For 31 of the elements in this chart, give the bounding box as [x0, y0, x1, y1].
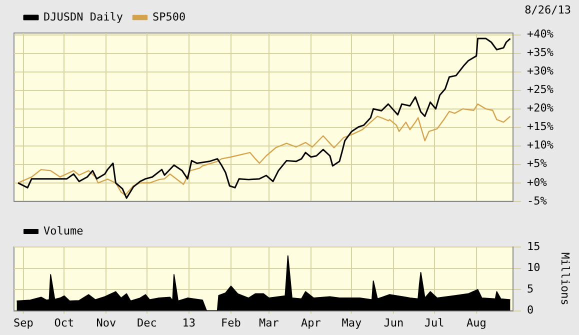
y-tick-label: +20% — [527, 102, 554, 115]
y-tick-label: 5 — [527, 282, 534, 296]
y-tick-label: +5% — [527, 157, 548, 170]
y-tick-label: +30% — [527, 64, 554, 78]
legend-label: SP500 — [152, 10, 186, 24]
x-tick-label: Mar — [258, 316, 280, 330]
y-tick-label: +10% — [527, 138, 554, 152]
x-tick-label: Jul — [424, 316, 444, 330]
x-tick-label: Sep — [14, 316, 34, 330]
x-tick-label: May — [342, 316, 362, 330]
legend-label: DJUSDN Daily — [44, 10, 124, 24]
text: 8/26/13 — [524, 3, 571, 16]
y-tick-label: 0 — [527, 304, 534, 317]
y-axis-title: Millions — [558, 252, 572, 306]
y-tick-label: +40% — [527, 28, 554, 41]
x-tick-label: Apr — [301, 316, 322, 330]
x-tick-label: Nov — [96, 316, 117, 330]
x-tick-label: 13 — [182, 316, 196, 330]
y-tick-label: 10 — [527, 261, 540, 274]
x-tick-label: Oct — [54, 316, 74, 330]
legend-label: Volume — [44, 224, 84, 238]
y-tick-label: +0% — [527, 176, 548, 189]
y-tick-label: 15 — [527, 240, 540, 253]
x-tick-label: Dec — [136, 316, 157, 330]
x-tick-label: Feb — [221, 316, 241, 330]
y-tick-label: +15% — [527, 120, 554, 134]
y-tick-label: -5% — [527, 194, 548, 208]
x-tick-label: Jun — [384, 316, 404, 330]
y-tick-label: +35% — [527, 46, 554, 60]
x-tick-label: Aug — [466, 316, 486, 330]
y-tick-label: +25% — [527, 83, 554, 96]
